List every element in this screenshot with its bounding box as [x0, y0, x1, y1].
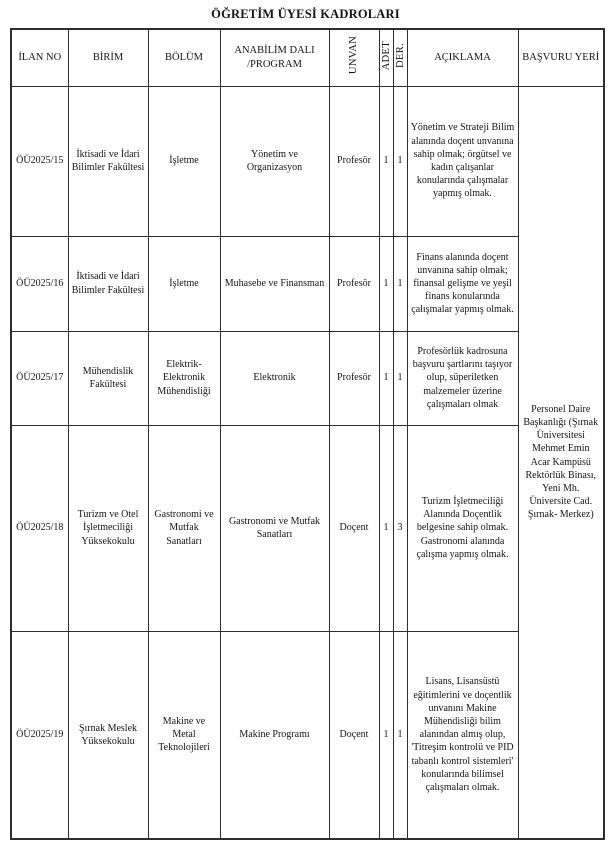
cell-aciklama: Yönetim ve Strateji Bilim alanında doçen…: [406, 85, 519, 237]
header-unvan-label: UNVAN: [348, 36, 360, 75]
cell-der: 1: [392, 330, 408, 426]
table-row: ÖÜ2025/15 İktisadi ve İdari Bilimler Fak…: [10, 85, 605, 840]
cell-aciklama: Profesörlük kadrosuna başvuru şartlarını…: [406, 330, 519, 426]
header-adet-label: ADET: [380, 40, 392, 70]
cell-adet: 1: [378, 85, 394, 237]
header-anabilim-dali: ANABİLİM DALI /PROGRAM: [219, 28, 330, 87]
cell-birim: Turizm ve Otel İşletmeciliği Yüksekokulu: [67, 424, 149, 632]
table-row: ÖÜ2025/16 İktisadi ve İdari Bilimler Fak…: [10, 235, 604, 332]
cell-birim: Şırnak Meslek Yüksekokulu: [67, 630, 149, 840]
cell-adet: 1: [378, 330, 394, 426]
table-row: ÖÜ2025/19 Şırnak Meslek Yüksekokulu Maki…: [10, 630, 604, 840]
header-ilan-no: İLAN NO: [10, 28, 69, 87]
header-unvan: UNVAN: [328, 28, 380, 87]
cell-ilan-no: ÖÜ2025/15: [10, 85, 69, 237]
cell-aciklama: Lisans, Lisansüstü eğitimlerini ve doçen…: [406, 630, 519, 840]
cell-der: 1: [392, 630, 408, 840]
cell-anabilim-dali: Muhasebe ve Finansman: [219, 235, 330, 332]
cell-ilan-no: ÖÜ2025/18: [10, 424, 69, 632]
cell-ilan-no: ÖÜ2025/19: [10, 630, 69, 840]
cell-bolum: Elektrik-Elektronik Mühendisliği: [147, 330, 221, 426]
cell-der: 1: [392, 235, 408, 332]
cell-anabilim-dali: Yönetim ve Organizasyon: [219, 85, 330, 237]
cell-anabilim-dali: Gastronomi ve Mutfak Sanatları: [219, 424, 330, 632]
cell-anabilim-dali: Elektronik: [219, 330, 330, 426]
cell-unvan: Doçent: [328, 630, 380, 840]
header-aciklama: AÇIKLAMA: [406, 28, 519, 87]
table-row: ÖÜ2025/17 Mühendislik Fakültesi Elektrik…: [10, 330, 604, 426]
cell-unvan: Profesör: [328, 235, 380, 332]
cell-bolum: İşletme: [147, 85, 221, 237]
cell-bolum: Makine ve Metal Teknolojileri: [147, 630, 221, 840]
cell-birim: İktisadi ve İdari Bilimler Fakültesi: [67, 235, 149, 332]
cell-aciklama: Finans alanında doçent unvanına sahip ol…: [406, 235, 519, 332]
cell-unvan: Profesör: [328, 330, 380, 426]
cell-aciklama: Turizm İşletmeciliği Alanında Doçentlik …: [406, 424, 519, 632]
cell-birim: İktisadi ve İdari Bilimler Fakültesi: [67, 85, 149, 237]
cell-birim: Mühendislik Fakültesi: [67, 330, 149, 426]
cell-der: 3: [392, 424, 408, 632]
header-bolum: BÖLÜM: [147, 28, 221, 87]
cell-basvuru-yeri: Personel Daire Başkanlığı (Şırnak Üniver…: [517, 85, 605, 840]
cell-anabilim-dali: Makine Programı: [219, 630, 330, 840]
header-der: DER.: [392, 28, 408, 87]
cell-bolum: Gastronomi ve Mutfak Sanatları: [147, 424, 221, 632]
cell-adet: 1: [378, 630, 394, 840]
cell-der: 1: [392, 85, 408, 237]
header-der-label: DER.: [394, 42, 406, 68]
cell-ilan-no: ÖÜ2025/16: [10, 235, 69, 332]
cell-ilan-no: ÖÜ2025/17: [10, 330, 69, 426]
header-birim: BİRİM: [67, 28, 149, 87]
kadro-table: İLAN NO BİRİM BÖLÜM ANABİLİM DALI /PROGR…: [10, 28, 605, 840]
cell-bolum: İşletme: [147, 235, 221, 332]
header-adet: ADET: [378, 28, 394, 87]
cell-adet: 1: [378, 235, 394, 332]
page-title: ÖĞRETİM ÜYESİ KADROLARI: [211, 7, 400, 21]
cell-unvan: Profesör: [328, 85, 380, 237]
table-row: ÖÜ2025/18 Turizm ve Otel İşletmeciliği Y…: [10, 424, 604, 632]
cell-unvan: Doçent: [328, 424, 380, 632]
cell-adet: 1: [378, 424, 394, 632]
table-header-row: İLAN NO BİRİM BÖLÜM ANABİLİM DALI /PROGR…: [10, 28, 605, 87]
header-basvuru-yeri: BAŞVURU YERİ: [517, 28, 605, 87]
